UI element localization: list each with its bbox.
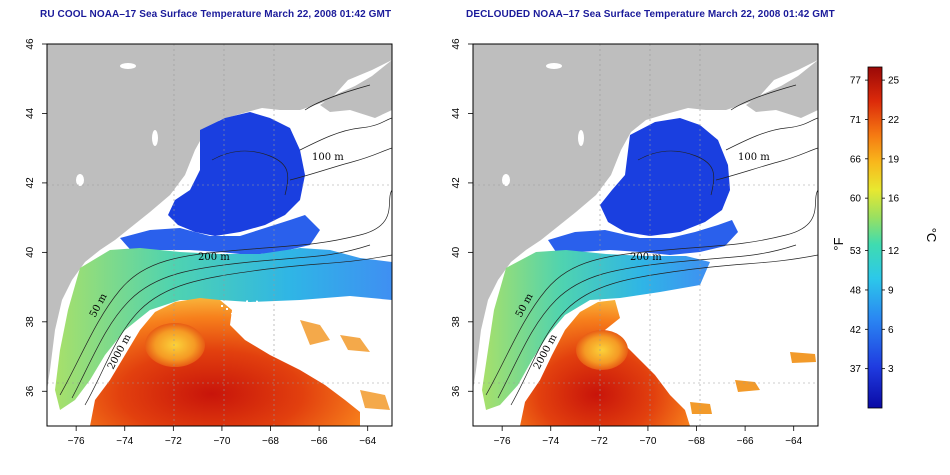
colorbar-scale (867, 66, 883, 409)
y-tick-label: 40 (25, 246, 36, 258)
x-tick-label: −74 (542, 436, 559, 447)
lake (152, 130, 158, 146)
fahrenheit-tick-label: 66 (850, 154, 862, 165)
x-tick-label: −66 (737, 436, 754, 447)
bathymetry-contours (485, 84, 818, 406)
x-tick-label: −70 (213, 436, 230, 447)
x-tick-label: −74 (116, 436, 133, 447)
x-tick-label: −66 (311, 436, 328, 447)
warm-eddy (576, 330, 628, 370)
fahrenheit-tick-label: 71 (850, 115, 862, 126)
fahrenheit-tick-label: 77 (850, 76, 862, 87)
left-map-panel: 100 m 200 m 50 m 2000 m −76 −74 −72 −70 −68−… (25, 38, 393, 447)
right-axes: −76 −74 −72 −70 −68 −66 −64 36 38 40 42 44 46 (451, 38, 803, 447)
celsius-tick-label: 16 (888, 194, 900, 205)
celsius-tick-label: 12 (888, 246, 900, 257)
contour-label-100m: 100 m (312, 152, 344, 163)
cloud-speckle-region (215, 300, 392, 380)
lake (76, 174, 84, 186)
fahrenheit-tick-label: 48 (850, 285, 862, 296)
x-tick-label: −70 (639, 436, 656, 447)
celsius-tick-label: 25 (888, 76, 900, 87)
celsius-tick-label: 6 (888, 325, 894, 336)
celsius-tick-label: 9 (888, 285, 894, 296)
x-tick-label: −76 (494, 436, 511, 447)
y-tick-label: 42 (25, 177, 36, 189)
warm-eddy (145, 323, 205, 367)
bathymetry-contours (59, 84, 392, 406)
plot-frame (472, 43, 819, 427)
celsius-unit-label: °C (924, 228, 939, 243)
y-tick-label: 38 (25, 316, 36, 328)
lake (546, 63, 562, 69)
x-tick-label: −76 (68, 436, 85, 447)
lake (120, 63, 136, 69)
right-panel-title: DECLOUDED NOAA–17 Sea Surface Temperatur… (466, 9, 835, 20)
lake (502, 174, 510, 186)
celsius-tick-label: 19 (888, 154, 900, 165)
x-tick-label: −64 (359, 436, 376, 447)
x-tick-label: −72 (165, 436, 182, 447)
scattered-warm-patches (300, 320, 390, 410)
y-tick-label: 36 (451, 385, 462, 397)
graticule (473, 44, 818, 426)
cold-water-region (600, 118, 730, 236)
lake (578, 130, 584, 146)
y-tick-label: 36 (25, 385, 36, 397)
celsius-tick-label: 22 (888, 115, 900, 126)
right-map-panel: 100 m 200 m 50 m 2000 m −76 −74 −72 −70 −68−… (451, 38, 819, 447)
fahrenheit-tick-label: 37 (850, 364, 862, 375)
celsius-tick-label: 3 (888, 364, 894, 375)
land-mass (47, 44, 392, 390)
y-tick-label: 44 (25, 107, 36, 119)
cold-water-region (120, 215, 320, 255)
contour-label-100m: 100 m (738, 152, 770, 163)
contour-label-200m: 200 m (630, 252, 662, 263)
left-axes: −76 −74 −72 −70 −68 −66 −64 36 38 40 42 44 46 (25, 38, 377, 447)
y-tick-label: 46 (25, 38, 36, 50)
cold-water-region (168, 112, 305, 236)
land-mass (473, 44, 818, 390)
fahrenheit-tick-label: 53 (850, 246, 862, 257)
y-tick-label: 40 (451, 246, 462, 258)
x-tick-label: −64 (785, 436, 802, 447)
y-tick-label: 46 (451, 38, 462, 50)
fahrenheit-tick-label: 60 (850, 194, 862, 205)
x-tick-label: −68 (262, 436, 279, 447)
plot-frame (46, 43, 393, 427)
fahrenheit-unit-label: °F (831, 237, 846, 250)
x-tick-label: −72 (591, 436, 608, 447)
shelf-water-region (55, 248, 392, 410)
graticule (47, 44, 392, 426)
x-tick-label: −68 (688, 436, 705, 447)
y-tick-label: 42 (451, 177, 462, 189)
y-tick-label: 38 (451, 316, 462, 328)
contour-label-200m: 200 m (198, 252, 230, 263)
cold-water-region (548, 220, 738, 258)
y-tick-label: 44 (451, 107, 462, 119)
shelf-water-region (482, 250, 710, 410)
temperature-colorbar: °F °C 77 25 71 22 66 19 60 16 53 12 48 9 42 6 37 3 (831, 66, 939, 409)
fahrenheit-tick-label: 42 (850, 325, 862, 336)
colorbar-ticks: 77 25 71 22 66 19 60 16 53 12 48 9 42 6 37 3 (850, 76, 900, 376)
left-panel-title: RU COOL NOAA–17 Sea Surface Temperature … (40, 9, 392, 20)
